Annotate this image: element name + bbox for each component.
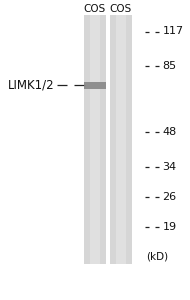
Text: 48: 48	[162, 127, 177, 137]
Bar	[116, 15, 126, 264]
Text: 34: 34	[162, 161, 177, 172]
Text: 19: 19	[162, 221, 177, 232]
Text: 85: 85	[162, 61, 177, 71]
Text: COS: COS	[84, 4, 106, 14]
Bar	[90, 15, 100, 264]
Text: LIMK1/2: LIMK1/2	[8, 79, 54, 92]
Text: 26: 26	[162, 191, 177, 202]
Text: 117: 117	[162, 26, 184, 37]
Bar	[84, 15, 106, 264]
Bar	[110, 15, 132, 264]
Text: (kD): (kD)	[146, 251, 168, 262]
Text: COS: COS	[109, 4, 132, 14]
Bar	[84, 82, 106, 89]
